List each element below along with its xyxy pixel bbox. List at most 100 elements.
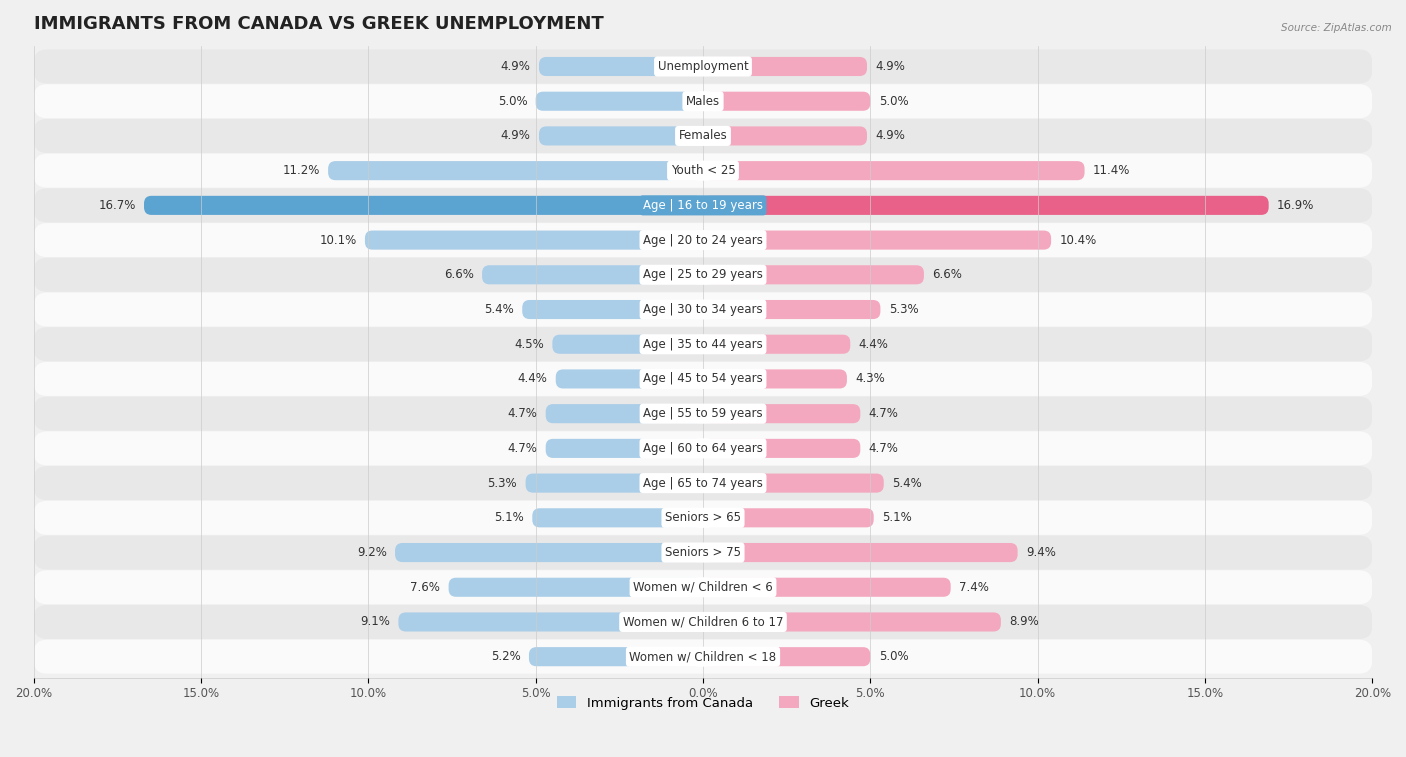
FancyBboxPatch shape (538, 57, 703, 76)
Text: 9.4%: 9.4% (1026, 546, 1056, 559)
Text: 4.9%: 4.9% (501, 129, 530, 142)
Text: 4.7%: 4.7% (869, 407, 898, 420)
Text: 4.5%: 4.5% (515, 338, 544, 350)
FancyBboxPatch shape (703, 196, 1268, 215)
FancyBboxPatch shape (522, 300, 703, 319)
Text: Seniors > 65: Seniors > 65 (665, 511, 741, 525)
Text: 11.4%: 11.4% (1092, 164, 1130, 177)
Text: 4.9%: 4.9% (876, 129, 905, 142)
FancyBboxPatch shape (703, 578, 950, 597)
Text: 5.2%: 5.2% (491, 650, 520, 663)
FancyBboxPatch shape (536, 92, 703, 111)
Text: 7.4%: 7.4% (959, 581, 988, 593)
Text: 4.4%: 4.4% (859, 338, 889, 350)
Text: 4.7%: 4.7% (508, 407, 537, 420)
FancyBboxPatch shape (703, 647, 870, 666)
FancyBboxPatch shape (34, 49, 1372, 83)
FancyBboxPatch shape (34, 640, 1372, 674)
FancyBboxPatch shape (703, 474, 884, 493)
FancyBboxPatch shape (555, 369, 703, 388)
Text: Females: Females (679, 129, 727, 142)
FancyBboxPatch shape (546, 439, 703, 458)
Text: 5.3%: 5.3% (488, 477, 517, 490)
Text: 5.4%: 5.4% (893, 477, 922, 490)
FancyBboxPatch shape (34, 431, 1372, 466)
Text: 5.0%: 5.0% (879, 650, 908, 663)
Text: 6.6%: 6.6% (932, 268, 962, 282)
Text: Youth < 25: Youth < 25 (671, 164, 735, 177)
FancyBboxPatch shape (449, 578, 703, 597)
Text: Seniors > 75: Seniors > 75 (665, 546, 741, 559)
Text: 9.1%: 9.1% (360, 615, 389, 628)
FancyBboxPatch shape (703, 265, 924, 285)
Text: 10.1%: 10.1% (319, 234, 357, 247)
FancyBboxPatch shape (34, 258, 1372, 291)
FancyBboxPatch shape (546, 404, 703, 423)
Text: 6.6%: 6.6% (444, 268, 474, 282)
FancyBboxPatch shape (703, 57, 868, 76)
FancyBboxPatch shape (143, 196, 703, 215)
FancyBboxPatch shape (703, 369, 846, 388)
FancyBboxPatch shape (34, 154, 1372, 188)
FancyBboxPatch shape (34, 466, 1372, 500)
Text: 10.4%: 10.4% (1060, 234, 1097, 247)
Text: 4.9%: 4.9% (501, 60, 530, 73)
FancyBboxPatch shape (34, 292, 1372, 326)
FancyBboxPatch shape (703, 508, 873, 528)
FancyBboxPatch shape (703, 543, 1018, 562)
Text: Age | 20 to 24 years: Age | 20 to 24 years (643, 234, 763, 247)
FancyBboxPatch shape (34, 605, 1372, 639)
Text: Source: ZipAtlas.com: Source: ZipAtlas.com (1281, 23, 1392, 33)
FancyBboxPatch shape (529, 647, 703, 666)
FancyBboxPatch shape (703, 612, 1001, 631)
FancyBboxPatch shape (526, 474, 703, 493)
Text: Age | 35 to 44 years: Age | 35 to 44 years (643, 338, 763, 350)
FancyBboxPatch shape (395, 543, 703, 562)
Text: Age | 55 to 59 years: Age | 55 to 59 years (643, 407, 763, 420)
FancyBboxPatch shape (34, 397, 1372, 431)
Text: IMMIGRANTS FROM CANADA VS GREEK UNEMPLOYMENT: IMMIGRANTS FROM CANADA VS GREEK UNEMPLOY… (34, 15, 603, 33)
FancyBboxPatch shape (34, 570, 1372, 604)
Text: 5.1%: 5.1% (494, 511, 524, 525)
FancyBboxPatch shape (533, 508, 703, 528)
Text: 16.7%: 16.7% (98, 199, 135, 212)
Text: 5.3%: 5.3% (889, 303, 918, 316)
FancyBboxPatch shape (703, 231, 1052, 250)
Text: 11.2%: 11.2% (283, 164, 319, 177)
FancyBboxPatch shape (34, 188, 1372, 223)
Text: Age | 16 to 19 years: Age | 16 to 19 years (643, 199, 763, 212)
FancyBboxPatch shape (703, 92, 870, 111)
FancyBboxPatch shape (34, 119, 1372, 153)
FancyBboxPatch shape (482, 265, 703, 285)
Text: 4.7%: 4.7% (508, 442, 537, 455)
FancyBboxPatch shape (703, 335, 851, 354)
Text: 4.4%: 4.4% (517, 372, 547, 385)
FancyBboxPatch shape (34, 327, 1372, 361)
Text: 16.9%: 16.9% (1277, 199, 1315, 212)
Text: 5.0%: 5.0% (879, 95, 908, 107)
FancyBboxPatch shape (703, 404, 860, 423)
Text: 5.0%: 5.0% (498, 95, 527, 107)
FancyBboxPatch shape (328, 161, 703, 180)
FancyBboxPatch shape (34, 223, 1372, 257)
Text: 8.9%: 8.9% (1010, 615, 1039, 628)
FancyBboxPatch shape (553, 335, 703, 354)
FancyBboxPatch shape (538, 126, 703, 145)
Text: Age | 25 to 29 years: Age | 25 to 29 years (643, 268, 763, 282)
FancyBboxPatch shape (703, 300, 880, 319)
Text: Women w/ Children < 6: Women w/ Children < 6 (633, 581, 773, 593)
Text: Males: Males (686, 95, 720, 107)
Text: Age | 60 to 64 years: Age | 60 to 64 years (643, 442, 763, 455)
Text: 4.3%: 4.3% (855, 372, 884, 385)
FancyBboxPatch shape (398, 612, 703, 631)
Text: Age | 45 to 54 years: Age | 45 to 54 years (643, 372, 763, 385)
Legend: Immigrants from Canada, Greek: Immigrants from Canada, Greek (551, 691, 855, 715)
Text: Women w/ Children 6 to 17: Women w/ Children 6 to 17 (623, 615, 783, 628)
FancyBboxPatch shape (703, 126, 868, 145)
Text: 7.6%: 7.6% (411, 581, 440, 593)
Text: 5.1%: 5.1% (882, 511, 912, 525)
Text: 4.7%: 4.7% (869, 442, 898, 455)
Text: Unemployment: Unemployment (658, 60, 748, 73)
Text: Age | 30 to 34 years: Age | 30 to 34 years (643, 303, 763, 316)
FancyBboxPatch shape (34, 535, 1372, 569)
